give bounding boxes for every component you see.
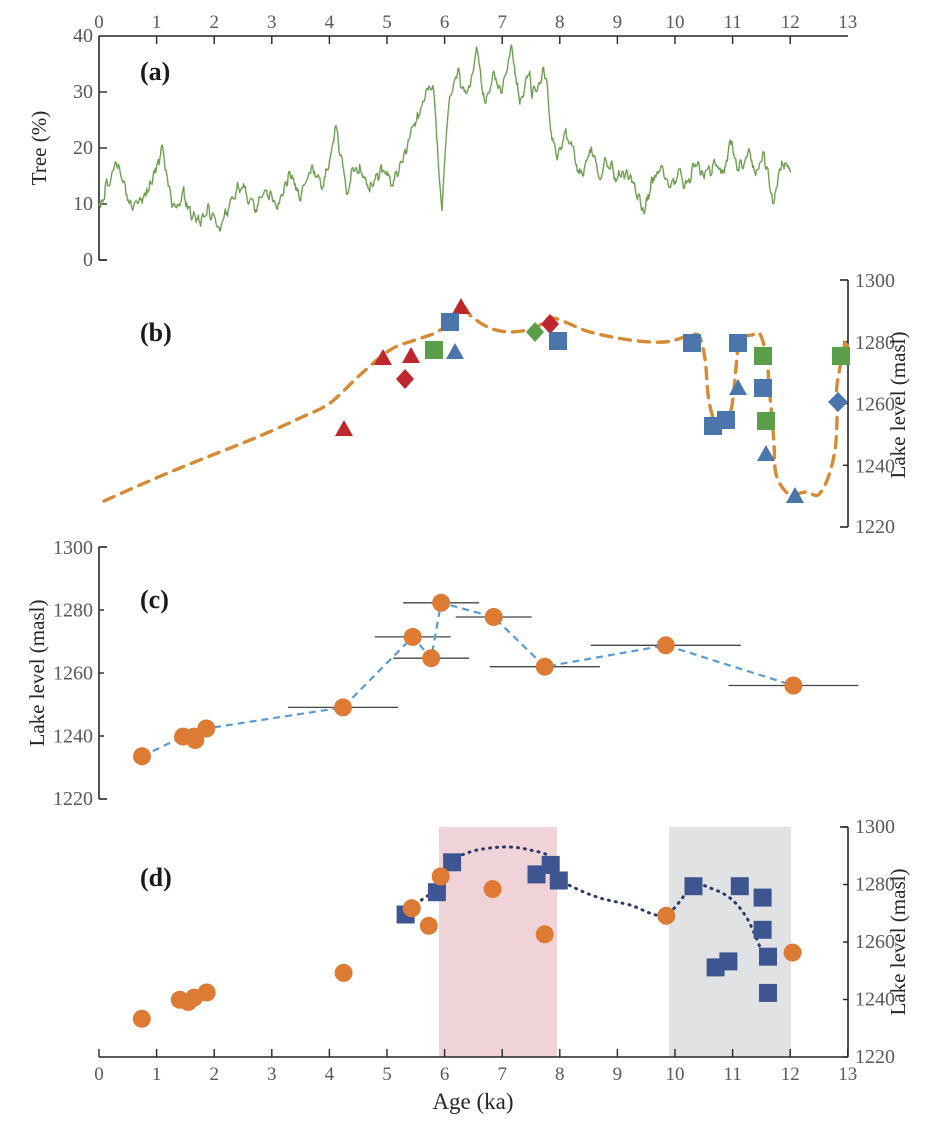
svg-text:9: 9 — [613, 1064, 623, 1085]
svg-text:(d): (d) — [140, 863, 172, 892]
svg-text:3: 3 — [267, 1064, 277, 1085]
svg-text:5: 5 — [382, 1064, 392, 1085]
svg-text:4: 4 — [325, 12, 335, 33]
svg-text:12: 12 — [781, 12, 800, 33]
svg-text:20: 20 — [73, 137, 93, 159]
svg-text:1300: 1300 — [855, 816, 895, 838]
svg-text:6: 6 — [440, 1064, 450, 1085]
svg-text:7: 7 — [497, 1064, 507, 1085]
svg-text:1240: 1240 — [53, 726, 93, 748]
svg-text:8: 8 — [555, 12, 565, 33]
svg-text:8: 8 — [555, 1064, 565, 1085]
svg-text:Lake level (masl): Lake level (masl) — [25, 600, 49, 747]
svg-text:4: 4 — [325, 1064, 335, 1085]
svg-text:7: 7 — [497, 12, 507, 33]
svg-text:1280: 1280 — [53, 600, 93, 622]
svg-text:1300: 1300 — [855, 270, 895, 292]
svg-text:6: 6 — [440, 12, 450, 33]
svg-text:1: 1 — [152, 12, 162, 33]
svg-text:11: 11 — [723, 12, 741, 33]
svg-text:12: 12 — [781, 1064, 800, 1085]
svg-text:1300: 1300 — [53, 537, 93, 559]
svg-text:1220: 1220 — [855, 1046, 895, 1068]
svg-text:5: 5 — [382, 12, 392, 33]
svg-text:30: 30 — [73, 81, 93, 103]
svg-text:1220: 1220 — [855, 516, 895, 538]
svg-text:13: 13 — [838, 12, 857, 33]
svg-text:(c): (c) — [140, 585, 169, 614]
svg-text:Age (ka): Age (ka) — [432, 1089, 513, 1114]
svg-text:Lake level (masl): Lake level (masl) — [886, 869, 910, 1016]
svg-text:1: 1 — [152, 1064, 162, 1085]
svg-text:1220: 1220 — [53, 788, 93, 810]
svg-text:0: 0 — [94, 1064, 104, 1085]
svg-text:3: 3 — [267, 12, 277, 33]
svg-text:(b): (b) — [140, 318, 172, 347]
svg-text:2: 2 — [209, 1064, 219, 1085]
svg-text:0: 0 — [94, 12, 104, 33]
svg-text:Tree (%): Tree (%) — [27, 111, 51, 185]
svg-text:40: 40 — [73, 25, 93, 47]
svg-text:0: 0 — [83, 249, 93, 271]
svg-text:1260: 1260 — [53, 663, 93, 685]
svg-text:10: 10 — [666, 1064, 685, 1085]
svg-text:10: 10 — [666, 12, 685, 33]
svg-text:9: 9 — [613, 12, 623, 33]
svg-text:2: 2 — [209, 12, 219, 33]
svg-text:Lake level (masl): Lake level (masl) — [886, 332, 910, 479]
svg-text:10: 10 — [73, 193, 93, 215]
svg-text:(a): (a) — [140, 57, 170, 86]
svg-text:11: 11 — [723, 1064, 741, 1085]
